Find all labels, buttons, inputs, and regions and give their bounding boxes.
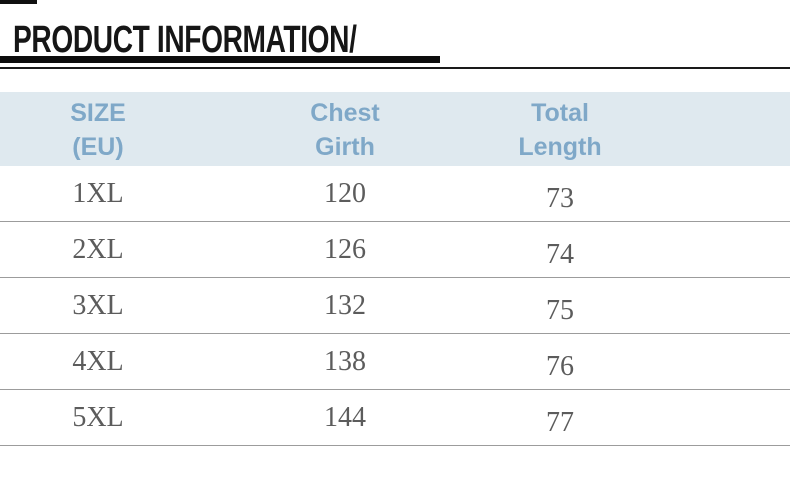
total-length-text: 74 — [546, 238, 574, 270]
chest-girth-value: 132 — [324, 289, 366, 321]
table-row-3xl: 3XL 132 75 — [0, 278, 790, 334]
column-header-size-line1: SIZE — [70, 99, 126, 127]
chest-girth-value: 126 — [324, 233, 366, 265]
column-header-size: SIZE (EU) — [0, 94, 196, 164]
size-chart-table: SIZE (EU) Chest Girth Total Length 1XL 1… — [0, 92, 790, 446]
total-length-value: 73 — [494, 178, 626, 214]
total-length-text: 73 — [546, 182, 574, 214]
column-header-spacer — [626, 128, 790, 130]
page-title: PRODUCT INFORMATION/ — [13, 19, 357, 61]
total-length-value: 76 — [494, 346, 626, 382]
table-row-4xl: 4XL 138 76 — [0, 334, 790, 390]
title-underline-bar — [0, 56, 440, 63]
total-length-value: 77 — [494, 402, 626, 438]
total-length-value: 75 — [494, 290, 626, 326]
section-header: PRODUCT INFORMATION/ — [13, 19, 477, 61]
column-header-length-line2: Length — [518, 133, 602, 161]
table-row-5xl: 5XL 144 77 — [0, 390, 790, 446]
size-value: 3XL — [72, 289, 124, 321]
column-header-length-line1: Total — [531, 99, 589, 127]
size-chart-header-row: SIZE (EU) Chest Girth Total Length — [0, 92, 790, 166]
column-header-chest-line1: Chest — [310, 99, 380, 127]
table-row-1xl: 1XL 120 73 — [0, 166, 790, 222]
column-header-total-length: Total Length — [494, 94, 626, 164]
chest-girth-value: 138 — [324, 345, 366, 377]
table-row-2xl: 2XL 126 74 — [0, 222, 790, 278]
chest-girth-value: 120 — [324, 177, 366, 209]
total-length-text: 75 — [546, 294, 574, 326]
column-header-chest-girth: Chest Girth — [196, 94, 494, 164]
size-value: 4XL — [72, 345, 124, 377]
size-value: 2XL — [72, 233, 124, 265]
total-length-text: 76 — [546, 350, 574, 382]
chest-girth-value: 144 — [324, 401, 366, 433]
size-value: 5XL — [72, 401, 124, 433]
total-length-text: 77 — [546, 406, 574, 438]
column-header-chest-line2: Girth — [315, 133, 375, 161]
size-value: 1XL — [72, 177, 124, 209]
horizontal-divider — [0, 67, 790, 69]
total-length-value: 74 — [494, 234, 626, 270]
top-left-bar-fragment — [0, 0, 37, 4]
column-header-size-line2: (EU) — [72, 133, 124, 161]
